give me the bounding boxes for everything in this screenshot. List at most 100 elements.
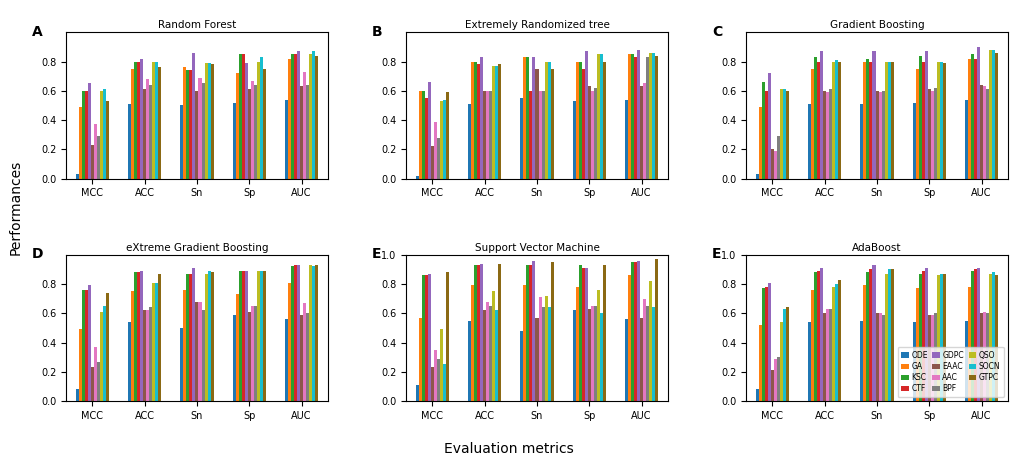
Bar	[771, 149, 774, 178]
Bar	[768, 73, 771, 178]
Bar	[232, 102, 235, 178]
Bar	[587, 86, 590, 178]
Bar	[860, 104, 863, 178]
Bar	[106, 101, 109, 178]
Bar	[590, 91, 593, 178]
Bar	[529, 265, 532, 401]
Bar	[189, 274, 192, 401]
Bar	[195, 301, 199, 401]
Bar	[208, 271, 211, 401]
Bar	[863, 285, 866, 401]
Bar	[937, 61, 940, 178]
Bar	[316, 56, 319, 178]
Bar	[593, 88, 597, 178]
Bar	[869, 61, 872, 178]
Bar	[597, 54, 600, 178]
Bar	[75, 174, 78, 178]
Bar	[288, 283, 291, 401]
Bar	[817, 271, 821, 401]
Bar	[195, 91, 199, 178]
Bar	[297, 51, 300, 178]
Text: C: C	[713, 25, 723, 39]
Bar	[156, 61, 158, 178]
Bar	[443, 365, 446, 401]
Bar	[480, 264, 484, 401]
Bar	[628, 54, 631, 178]
Bar	[153, 61, 156, 178]
Bar	[872, 51, 875, 178]
Bar	[542, 307, 545, 401]
Bar	[600, 54, 603, 178]
Bar	[891, 269, 894, 401]
Bar	[303, 303, 306, 401]
Bar	[300, 86, 303, 178]
Bar	[425, 98, 428, 178]
Bar	[291, 266, 294, 401]
Bar	[526, 57, 529, 178]
Bar	[885, 274, 888, 401]
Bar	[888, 61, 891, 178]
Legend: ODE, GA, KSC, CTF, GDPC, EAAC, AAC, BPF, QSO, SOCN, GTPC: ODE, GA, KSC, CTF, GDPC, EAAC, AAC, BPF,…	[898, 347, 1004, 397]
Bar	[291, 54, 294, 178]
Bar	[811, 69, 814, 178]
Bar	[968, 287, 971, 401]
Bar	[879, 92, 882, 178]
Bar	[572, 101, 575, 178]
Bar	[103, 89, 106, 178]
Bar	[551, 262, 554, 401]
Bar	[526, 265, 529, 401]
Bar	[965, 320, 968, 401]
Bar	[646, 306, 649, 401]
Bar	[771, 370, 774, 401]
Bar	[523, 285, 526, 401]
Bar	[821, 51, 824, 178]
Bar	[180, 106, 183, 178]
Bar	[996, 275, 999, 401]
Bar	[316, 265, 319, 401]
Bar	[653, 53, 656, 178]
Bar	[581, 268, 584, 401]
Bar	[640, 86, 643, 178]
Bar	[993, 50, 996, 178]
Title: eXtreme Gradient Boosting: eXtreme Gradient Boosting	[125, 242, 268, 253]
Bar	[934, 88, 937, 178]
Bar	[147, 310, 150, 401]
Bar	[774, 151, 777, 178]
Bar	[260, 271, 263, 401]
Text: Evaluation metrics: Evaluation metrics	[444, 443, 574, 456]
Bar	[930, 315, 934, 401]
Bar	[879, 313, 882, 401]
Bar	[134, 61, 137, 178]
Bar	[918, 56, 921, 178]
Bar	[260, 57, 263, 178]
Bar	[986, 89, 989, 178]
Bar	[786, 91, 789, 178]
Bar	[814, 272, 817, 401]
Bar	[780, 89, 783, 178]
Bar	[653, 307, 656, 401]
Bar	[232, 315, 235, 401]
Bar	[937, 275, 940, 401]
Bar	[88, 83, 91, 178]
Bar	[637, 260, 640, 401]
Bar	[81, 290, 84, 401]
Bar	[499, 264, 502, 401]
Bar	[294, 265, 297, 401]
Bar	[91, 145, 94, 178]
Bar	[634, 262, 637, 401]
Bar	[440, 329, 443, 401]
Bar	[860, 320, 863, 401]
Bar	[869, 269, 872, 401]
Bar	[477, 65, 480, 178]
Bar	[192, 53, 195, 178]
Bar	[434, 350, 437, 401]
Bar	[755, 390, 758, 401]
Bar	[253, 85, 257, 178]
Bar	[306, 85, 309, 178]
Bar	[263, 69, 266, 178]
Title: Support Vector Machine: Support Vector Machine	[474, 242, 600, 253]
Bar	[183, 290, 186, 401]
Bar	[202, 310, 205, 401]
Bar	[913, 102, 916, 178]
Bar	[490, 306, 493, 401]
